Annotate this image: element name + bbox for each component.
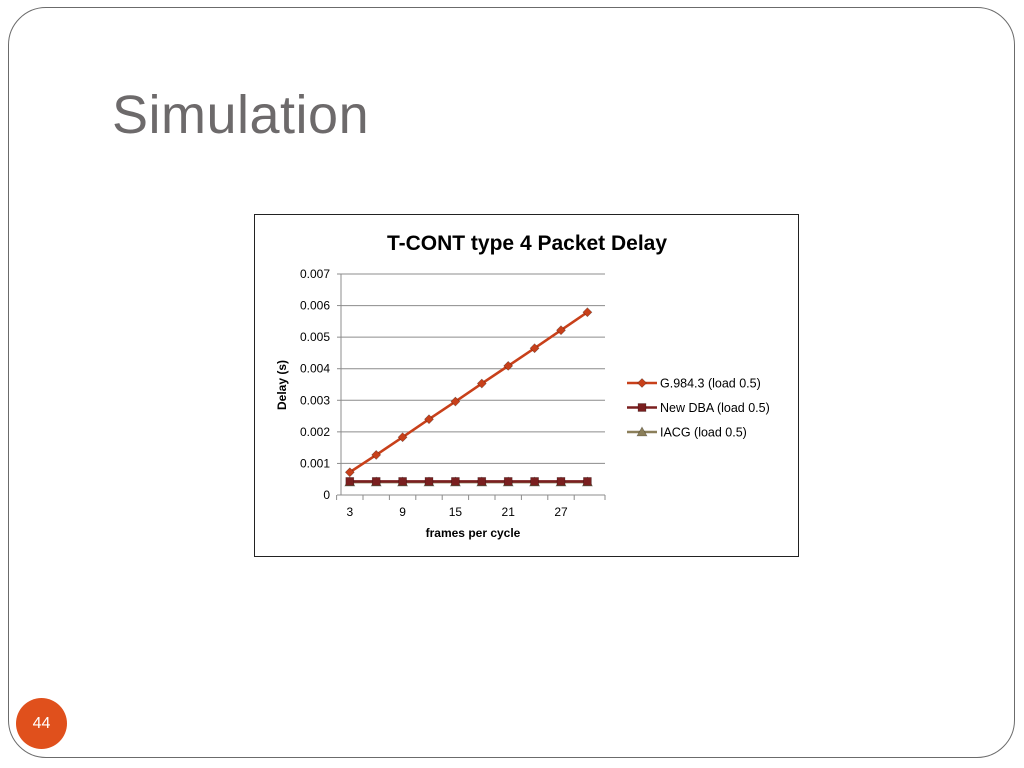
slide-title: Simulation: [112, 85, 370, 145]
series-diamond: [344, 307, 593, 478]
data-point-square: [371, 477, 381, 486]
legend-label: New DBA (load 0.5): [660, 401, 770, 415]
chart-legend: G.984.3 (load 0.5) New DBA (load 0.5) IACG…: [627, 377, 770, 440]
chart-gridlines: [341, 273, 605, 464]
chart-axes: [336, 273, 606, 500]
y-tick-label: 0.002: [300, 425, 330, 439]
data-point-square: [503, 477, 513, 486]
data-point-diamond: [371, 449, 382, 460]
legend-label: IACG (load 0.5): [660, 426, 747, 440]
data-point-diamond: [529, 343, 540, 354]
y-tick-label: 0.004: [300, 362, 330, 376]
chart-svg: T-CONT type 4 Packet Delay 0 0.001 0.002 0.…: [275, 232, 770, 540]
chart-y-axis-label: Delay (s): [275, 360, 289, 410]
data-point-square: [637, 403, 647, 412]
data-point-square: [477, 477, 487, 486]
chart-container: T-CONT type 4 Packet Delay 0 0.001 0.002 0.…: [254, 214, 799, 557]
data-point-diamond: [397, 432, 408, 443]
chart-y-ticks: 0 0.001 0.002 0.003 0.004 0.005 0.006 0.007: [300, 267, 330, 502]
chart-title: T-CONT type 4 Packet Delay: [387, 232, 667, 255]
y-tick-label: 0.005: [300, 330, 330, 344]
data-point-diamond: [556, 325, 566, 336]
data-point-diamond: [476, 378, 487, 389]
data-point-diamond: [637, 378, 647, 388]
data-point-square: [424, 477, 434, 486]
data-point-diamond: [344, 467, 355, 478]
x-tick-label: 15: [449, 505, 463, 519]
data-point-square: [345, 477, 355, 486]
data-point-square: [451, 477, 460, 486]
y-tick-label: 0.001: [300, 456, 330, 470]
data-point-diamond: [450, 396, 461, 407]
legend-entry: G.984.3 (load 0.5): [627, 377, 761, 391]
y-tick-label: 0: [323, 488, 330, 502]
chart-series: [344, 307, 593, 487]
page-number: 44: [32, 714, 51, 732]
data-point-diamond: [424, 414, 434, 425]
series-line: [349, 311, 589, 474]
data-point-diamond: [582, 307, 593, 318]
series-square: [345, 477, 592, 486]
legend-entry: IACG (load 0.5): [627, 426, 747, 440]
data-point-diamond: [503, 360, 514, 371]
x-tick-label: 21: [502, 505, 516, 519]
page-number-badge: 44: [16, 698, 67, 749]
legend-label: G.984.3 (load 0.5): [660, 377, 761, 391]
chart-x-axis-label: frames per cycle: [426, 526, 521, 540]
y-tick-label: 0.007: [300, 267, 330, 281]
legend-entry: New DBA (load 0.5): [627, 401, 770, 415]
y-tick-label: 0.003: [300, 393, 330, 407]
data-point-square: [583, 477, 592, 486]
x-tick-label: 27: [554, 505, 568, 519]
data-point-square: [530, 477, 539, 486]
data-point-square: [398, 477, 407, 486]
y-tick-label: 0.006: [300, 299, 330, 313]
data-point-triangle: [636, 426, 648, 437]
x-tick-label: 3: [346, 505, 353, 519]
chart-x-ticks: 3 9 15 21 27: [346, 505, 568, 519]
x-tick-label: 9: [399, 505, 406, 519]
data-point-square: [556, 477, 566, 486]
